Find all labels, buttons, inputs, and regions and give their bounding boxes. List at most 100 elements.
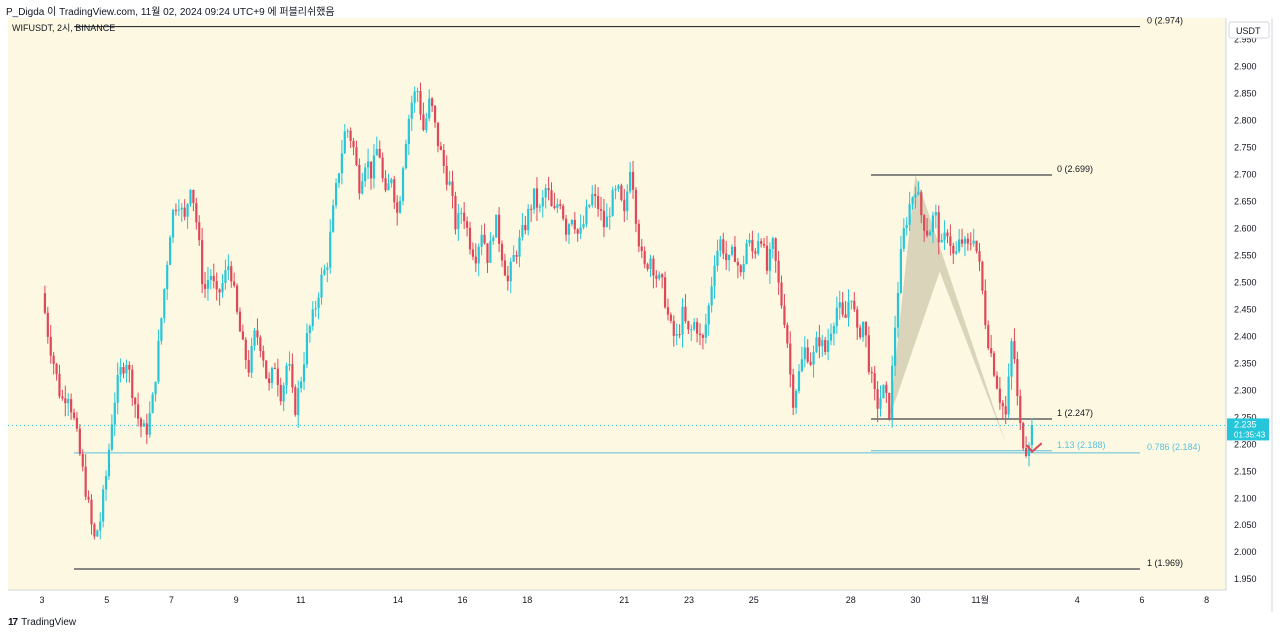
candle-body: [346, 130, 349, 132]
candle-body: [506, 275, 509, 282]
y-tick-label: 2.650: [1234, 196, 1257, 206]
candle-body: [713, 265, 716, 287]
candle-body: [186, 204, 189, 217]
candle-body: [495, 214, 498, 238]
candle-body: [838, 302, 841, 308]
candle-body: [987, 325, 990, 349]
candle-body: [474, 256, 477, 264]
candle-body: [343, 131, 346, 154]
candle-body: [93, 524, 96, 537]
candle-body: [585, 206, 588, 225]
fib-level-label: 1 (1.969): [1147, 558, 1183, 568]
candle-body: [864, 321, 868, 336]
price-chart[interactable]: 0 (2.974) 1 (1.969) 0 (2.699) 1 (2.247) 1.13…: [0, 0, 1280, 612]
candle-body: [119, 367, 122, 376]
candle-body: [70, 399, 73, 413]
candle-body: [134, 398, 137, 405]
candle-body: [728, 254, 731, 261]
candle-body: [550, 190, 553, 207]
candle-body: [460, 212, 463, 214]
candle-body: [675, 334, 678, 336]
candle-body: [969, 243, 972, 245]
candle-body: [972, 240, 975, 244]
candle-body: [381, 157, 384, 179]
candle-body: [104, 476, 108, 490]
candle-body: [227, 266, 230, 271]
candle-body: [559, 204, 562, 206]
candle-body: [818, 337, 821, 347]
candle-body: [847, 301, 850, 318]
candle-body: [873, 373, 876, 390]
candle-body: [663, 277, 667, 308]
candle-body: [244, 339, 247, 361]
candle-body: [224, 270, 227, 283]
symbol-label[interactable]: WIFUSDT, 2시, BINANCE: [12, 23, 115, 33]
candle-body: [806, 347, 809, 362]
currency-badge[interactable]: [1228, 21, 1270, 39]
price-axis[interactable]: 2.950 2.900 2.850 2.800 2.750 2.700 2.650 2.600…: [1234, 35, 1257, 585]
publish-caption: P_Digda 이 TradingView.com, 11월 02, 2024 …: [0, 0, 1280, 18]
currency-label: USDT: [1236, 26, 1261, 36]
candle-body: [81, 453, 84, 467]
y-tick-label: 2.050: [1234, 520, 1257, 530]
candle-body: [777, 260, 780, 283]
candle-body: [317, 297, 320, 309]
candle-body: [637, 223, 640, 247]
candle-body: [87, 496, 90, 500]
candle-body: [629, 171, 632, 192]
candle-body: [698, 333, 702, 336]
candle-body: [832, 326, 836, 334]
candle-body: [413, 91, 416, 103]
candle-body: [262, 350, 265, 361]
candle-body: [532, 188, 536, 210]
candle-body: [419, 90, 422, 115]
candle-body: [570, 219, 573, 225]
candle-body: [771, 238, 774, 249]
candle-body: [250, 345, 253, 373]
candle-body: [634, 189, 638, 224]
candle-body: [468, 227, 472, 250]
candle-body: [751, 239, 754, 252]
candle-body: [885, 384, 888, 393]
candle-body: [404, 144, 408, 169]
candle-body: [67, 399, 70, 404]
candle-body: [602, 210, 606, 228]
y-tick-label: 2.950: [1234, 35, 1257, 45]
candle-body: [358, 164, 361, 194]
candle-body: [235, 285, 239, 312]
candle-body: [934, 212, 937, 216]
candle-body: [355, 147, 358, 165]
candle-body: [192, 189, 195, 204]
candle-body: [233, 281, 236, 286]
candle-body: [716, 250, 719, 266]
time-axis[interactable]: 3 5 7 9 11 14 16 18 21 23 25 28 30 11월 4 6 8: [39, 594, 1209, 605]
candle-body: [203, 284, 207, 289]
candle-body: [43, 293, 47, 313]
candle-body: [128, 364, 131, 370]
fib-level-label: 1 (2.247): [1057, 408, 1093, 418]
candle-body: [564, 218, 568, 235]
candle-body: [690, 329, 693, 331]
candle-body: [442, 150, 445, 166]
candle-body: [477, 246, 480, 264]
candle-body: [800, 359, 804, 372]
tradingview-logo[interactable]: 17 TradingView: [8, 617, 76, 628]
candle-body: [681, 306, 684, 335]
candle-body: [61, 396, 64, 399]
candle-body: [349, 130, 352, 141]
candle-body: [978, 251, 981, 262]
candle-body: [888, 392, 891, 419]
candle-body: [640, 246, 643, 252]
candle-body: [270, 367, 274, 384]
candle-body: [911, 197, 914, 204]
x-tick-label: 23: [684, 595, 694, 605]
candle-body: [710, 286, 713, 306]
candle-body: [314, 308, 317, 310]
candle-body: [809, 361, 812, 365]
candle-body: [940, 239, 943, 243]
candle-body: [154, 381, 157, 395]
candle-body: [562, 205, 565, 219]
candle-body: [774, 238, 777, 261]
x-tick-label: 5: [104, 595, 109, 605]
candle-body: [955, 251, 958, 254]
